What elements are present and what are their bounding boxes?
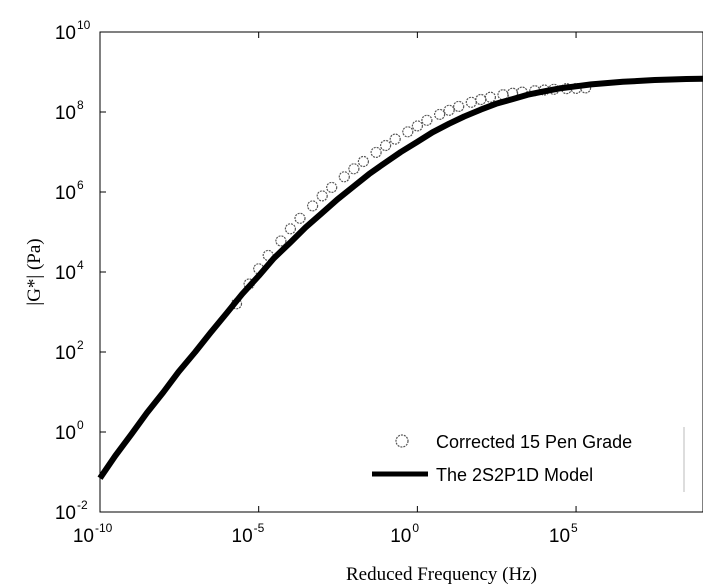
y-axis-title-text: |G*| (Pa) bbox=[24, 238, 45, 305]
legend-item-2s2p1d-model: The 2S2P1D Model bbox=[372, 465, 593, 485]
y-tick-base: 10 bbox=[55, 103, 76, 124]
y-tick-label: 10 2 bbox=[55, 338, 84, 364]
data-point bbox=[402, 126, 414, 138]
series-layer bbox=[97, 75, 703, 480]
x-tick-exponent: -5 bbox=[254, 521, 265, 535]
x-tick-exponent: 5 bbox=[571, 521, 578, 535]
y-tick-exponent: 8 bbox=[77, 98, 84, 112]
x-tick-label: 10 -5 bbox=[232, 521, 265, 547]
y-tick-base: 10 bbox=[55, 343, 76, 364]
y-tick-base: 10 bbox=[55, 263, 76, 284]
x-tick-exponent: 0 bbox=[412, 521, 419, 535]
data-point bbox=[316, 190, 328, 202]
legend: Corrected 15 Pen Grade The 2S2P1D Model bbox=[372, 427, 685, 492]
y-tick-exponent: 0 bbox=[77, 418, 84, 432]
x-tick-base: 10 bbox=[549, 526, 570, 547]
legend-circle-marker bbox=[395, 434, 409, 448]
data-point bbox=[338, 171, 350, 183]
data-point bbox=[326, 181, 338, 193]
x-tick-exponent: -10 bbox=[95, 521, 113, 535]
y-tick-label: 10 4 bbox=[55, 258, 84, 284]
legend-item-corrected-15-pen-grade: Corrected 15 Pen Grade bbox=[395, 432, 632, 452]
x-tick-label: 10 5 bbox=[549, 521, 578, 547]
x-tick-base: 10 bbox=[390, 526, 411, 547]
y-axis-title: |G*| (Pa) bbox=[24, 238, 45, 305]
data-point bbox=[284, 223, 296, 235]
data-point bbox=[434, 108, 446, 121]
data-point bbox=[370, 146, 382, 158]
y-tick-label: 10 0 bbox=[55, 418, 84, 444]
data-point bbox=[307, 200, 319, 212]
data-point bbox=[421, 114, 433, 126]
x-tick-label: 10 -10 bbox=[73, 521, 113, 547]
y-tick-exponent: -2 bbox=[77, 498, 88, 512]
y-tick-exponent: 4 bbox=[77, 258, 84, 272]
y-tick-exponent: 6 bbox=[77, 178, 84, 192]
data-point bbox=[475, 93, 487, 106]
x-tick-label: 10 0 bbox=[390, 521, 419, 547]
y-tick-base: 10 bbox=[55, 423, 76, 444]
y-tick-base: 10 bbox=[55, 183, 76, 204]
model-curve bbox=[97, 75, 703, 480]
x-tick-base: 10 bbox=[232, 526, 253, 547]
data-point bbox=[275, 235, 287, 247]
y-tick-base: 10 bbox=[55, 503, 76, 524]
data-point bbox=[294, 212, 306, 224]
ticks-layer: 10 -10 10 -5 10 0 10 510 -210 010 210 410 610 810 10 bbox=[55, 18, 578, 547]
y-tick-label: 10 6 bbox=[55, 178, 84, 204]
data-point bbox=[357, 155, 369, 168]
data-point bbox=[453, 100, 465, 113]
data-point bbox=[484, 91, 496, 103]
y-tick-exponent: 2 bbox=[77, 338, 84, 352]
data-point bbox=[389, 133, 401, 145]
data-point bbox=[348, 163, 360, 175]
y-tick-base: 10 bbox=[55, 23, 76, 44]
y-tick-label: 10 8 bbox=[55, 98, 84, 124]
data-point bbox=[411, 120, 423, 132]
data-point bbox=[380, 139, 392, 152]
y-tick-exponent: 10 bbox=[77, 18, 91, 32]
data-point bbox=[443, 104, 455, 116]
data-point bbox=[465, 96, 477, 108]
y-tick-label: 10 -2 bbox=[55, 498, 88, 524]
x-axis-title: Reduced Frequency (Hz) bbox=[346, 564, 537, 585]
x-tick-base: 10 bbox=[73, 526, 94, 547]
legend-label: The 2S2P1D Model bbox=[436, 465, 593, 485]
legend-label: Corrected 15 Pen Grade bbox=[436, 432, 632, 452]
y-tick-label: 10 10 bbox=[55, 18, 91, 44]
